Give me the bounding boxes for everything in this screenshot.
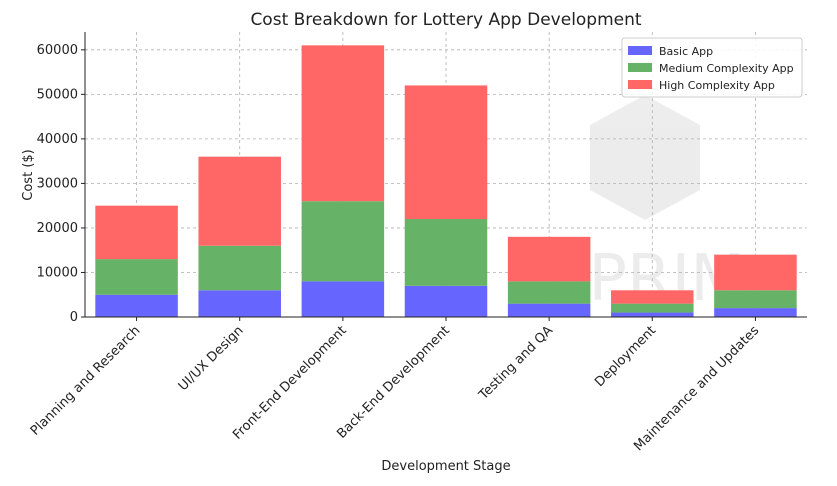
y-tick-label: 60000	[37, 43, 78, 58]
x-tick-label: Front-End Development	[230, 323, 349, 442]
x-axis-title: Development Stage	[381, 459, 510, 474]
bar-segment	[714, 254, 797, 291]
bar-segment	[198, 290, 281, 317]
legend-label: High Complexity App	[659, 79, 775, 92]
legend-box	[621, 37, 803, 98]
y-tick-label: 20000	[37, 221, 78, 236]
y-tick-labels: 0 10000 20000 30000 40000 50000 60000	[37, 43, 85, 325]
x-tick-label: Back-End Development	[334, 323, 453, 442]
bar-segment	[301, 45, 385, 202]
bars-group	[95, 45, 797, 317]
y-tick-label: 10000	[37, 265, 78, 280]
bar-segment	[611, 290, 694, 304]
legend: Basic App Medium Complexity App High Compl…	[621, 37, 803, 98]
bar-segment	[198, 245, 281, 291]
legend-label: Basic App	[659, 45, 713, 58]
y-tick-label: 0	[70, 310, 78, 325]
x-tick-label: Testing and QA	[476, 323, 556, 403]
bar-segment	[95, 205, 178, 260]
legend-swatch	[628, 46, 652, 55]
bar-segment	[507, 303, 591, 317]
legend-swatch	[628, 63, 652, 72]
bar-segment	[404, 285, 488, 317]
x-tick-label: Maintenance and Updates	[631, 323, 762, 454]
y-tick-label: 30000	[37, 176, 78, 191]
x-tick-labels: Planning and Research UI/UX DesignFront-E…	[28, 317, 762, 454]
bar-segment	[95, 294, 178, 317]
bar-segment	[95, 259, 178, 295]
y-axis-title: Cost ($)	[21, 149, 36, 200]
bar-segment	[714, 308, 797, 317]
y-tick-label: 50000	[37, 87, 78, 102]
y-tick-label: 40000	[37, 132, 78, 147]
bar-segment	[301, 201, 385, 282]
legend-swatch	[628, 80, 652, 89]
bar-segment	[301, 281, 385, 317]
bar-segment	[198, 156, 281, 246]
bar-segment	[611, 303, 694, 313]
bar-segment	[714, 290, 797, 309]
bar-segment	[404, 219, 488, 286]
legend-label: Medium Complexity App	[659, 62, 794, 75]
bar-segment	[611, 312, 694, 317]
chart-title: Cost Breakdown for Lottery App Developme…	[250, 10, 641, 30]
bar-segment	[507, 281, 591, 304]
bar-segment	[507, 236, 591, 282]
x-tick-label: Planning and Research	[28, 323, 144, 439]
x-tick-label: Deployment	[592, 323, 659, 390]
bar-segment	[404, 85, 488, 220]
x-tick-label: UI/UX Design	[176, 323, 247, 394]
